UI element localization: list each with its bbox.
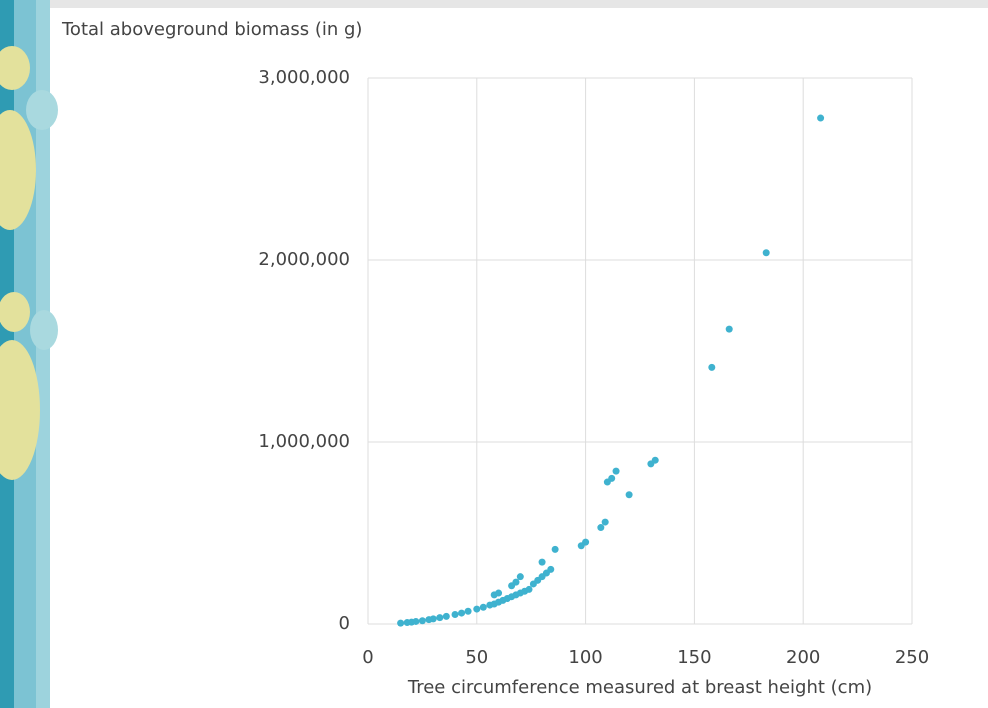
x-tick-label: 100 [568, 647, 602, 668]
point [436, 614, 443, 621]
point [652, 457, 659, 464]
point [708, 364, 715, 371]
y-tick-label: 0 [339, 613, 350, 634]
x-tick-label: 200 [786, 647, 820, 668]
point [512, 579, 519, 586]
page: {"chart_data": {"type": "scatter", "y_la… [0, 0, 988, 708]
y-tick-label: 1,000,000 [258, 431, 350, 452]
point [412, 618, 419, 625]
point [443, 613, 450, 620]
point [582, 539, 589, 546]
point [726, 326, 733, 333]
x-tick-label: 250 [895, 647, 929, 668]
point [480, 604, 487, 611]
point [613, 468, 620, 475]
x-axis-title: Tree circumference measured at breast he… [407, 677, 872, 698]
top-bar [0, 0, 988, 8]
point [552, 546, 559, 553]
x-tick-label: 150 [677, 647, 711, 668]
point [430, 615, 437, 622]
chart: Total aboveground biomass (in g) Tree ci… [0, 0, 988, 708]
x-tick-label: 0 [362, 647, 373, 668]
side-decoration [0, 0, 58, 708]
point [452, 611, 459, 618]
y-tick-label: 3,000,000 [258, 67, 350, 88]
point [539, 559, 546, 566]
point [526, 586, 533, 593]
point [495, 590, 502, 597]
point [473, 606, 480, 613]
point [626, 491, 633, 498]
point [458, 610, 465, 617]
point [608, 475, 615, 482]
point [817, 115, 824, 122]
y-tick-label: 2,000,000 [258, 249, 350, 270]
point [547, 566, 554, 573]
point [397, 620, 404, 627]
y-axis-title: Total aboveground biomass (in g) [61, 19, 362, 40]
x-tick-label: 50 [465, 647, 488, 668]
point [465, 608, 472, 615]
point [763, 249, 770, 256]
point [602, 519, 609, 526]
point [419, 617, 426, 624]
point [517, 573, 524, 580]
point [597, 524, 604, 531]
